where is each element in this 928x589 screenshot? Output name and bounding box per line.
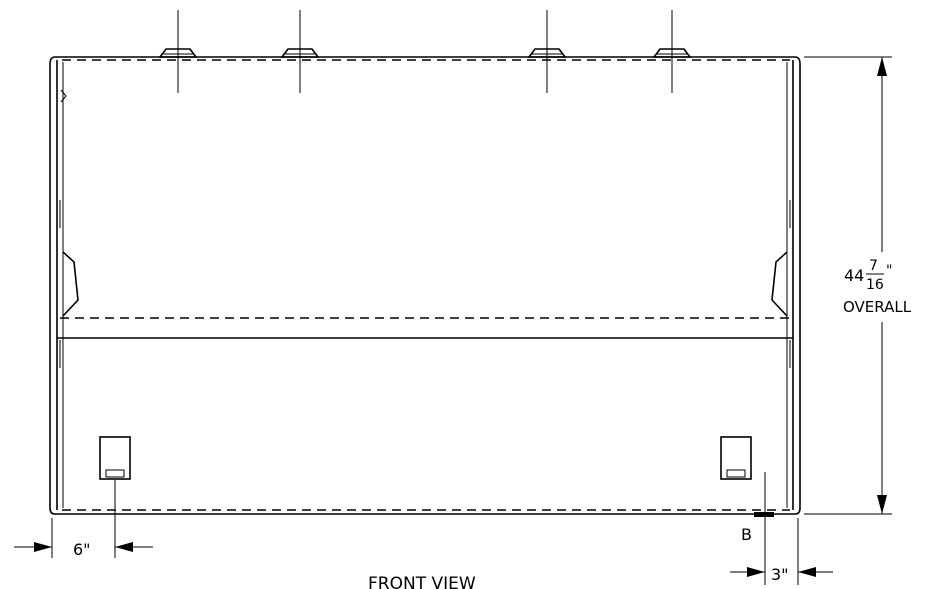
overall-word-label: OVERALL (843, 298, 912, 316)
section-b-marker (754, 472, 774, 585)
section-b-label: B (741, 525, 752, 544)
overall-numerator-label: 7 (869, 258, 878, 274)
overall-height-dimension (804, 56, 926, 515)
top-lugs (158, 48, 692, 58)
view-title: FRONT VIEW (368, 574, 476, 589)
right-side-bracket (771, 200, 791, 368)
left-side-bracket (59, 200, 79, 368)
right-offset-dimension (730, 518, 833, 585)
right-offset-label: 3" (771, 565, 789, 584)
bucket-body (49, 56, 801, 515)
overall-inch-mark: " (886, 263, 892, 279)
lug-centerlines (177, 10, 673, 93)
right-mounting-pad (720, 436, 752, 480)
left-mounting-pad (99, 436, 131, 480)
overall-denominator-label: 16 (866, 277, 884, 293)
overall-whole-label: 44 (844, 266, 864, 285)
left-offset-label: 6" (73, 540, 91, 559)
left-offset-dimension (14, 480, 153, 558)
